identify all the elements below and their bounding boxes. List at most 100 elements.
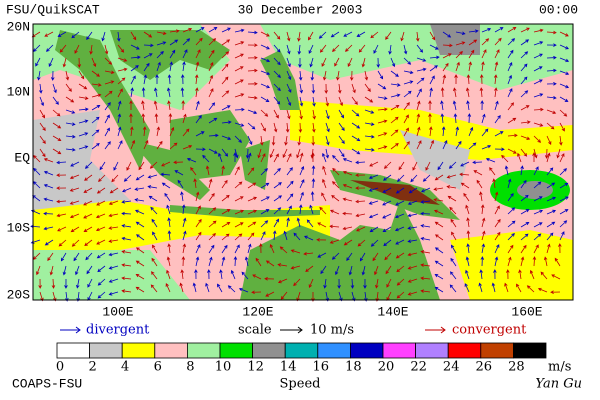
wind-vector (181, 204, 186, 215)
wind-vector (465, 256, 470, 267)
wind-vector (364, 83, 371, 92)
wind-vector (546, 109, 557, 114)
wind-vector (83, 187, 93, 193)
wind-vector (452, 100, 457, 111)
wind-vector (364, 291, 368, 302)
wind-vector (407, 291, 418, 296)
wind-vector (442, 140, 448, 150)
wind-vector (130, 65, 139, 72)
colorbar-swatch (154, 342, 188, 359)
wind-vector (208, 117, 218, 124)
wind-vector (466, 74, 471, 85)
colorbar-swatch (56, 342, 90, 359)
wind-vector (156, 126, 161, 137)
wind-vector (355, 173, 366, 177)
wind-vector (520, 244, 527, 254)
wind-vector (247, 30, 258, 35)
wind-vector (468, 29, 479, 33)
wind-vector (309, 204, 314, 215)
wind-vector (104, 80, 115, 85)
wind-vector (269, 243, 275, 254)
wind-vector (52, 148, 62, 155)
wind-vector (481, 144, 492, 150)
land (260, 50, 300, 110)
wind-vector (332, 44, 340, 52)
wind-vector (101, 31, 106, 42)
wind-vector (264, 276, 275, 281)
wind-vector (421, 187, 431, 193)
wind-vector (56, 213, 67, 218)
wind-vector (442, 31, 452, 38)
wind-vector (377, 83, 387, 90)
wind-vector (559, 70, 570, 75)
wind-vector (434, 286, 444, 293)
wind-vector (347, 57, 353, 67)
wind-vector (135, 174, 145, 181)
colorbar-swatch (317, 342, 351, 359)
wind-vector (95, 226, 106, 232)
footer-left: COAPS-FSU (12, 376, 82, 391)
speed-patch (517, 181, 553, 199)
wind-vector (39, 148, 46, 158)
wind-vector (195, 256, 200, 267)
wind-vector (520, 221, 530, 228)
colorbar-swatch (252, 342, 286, 359)
wind-vector (33, 167, 41, 176)
wind-vector (481, 49, 487, 59)
wind-vector (312, 122, 316, 133)
wind-vector (369, 161, 379, 167)
wind-vector (466, 243, 470, 254)
wind-vector (286, 96, 292, 107)
wind-vector (234, 135, 242, 143)
wind-vector (244, 256, 249, 267)
wind-vector (69, 200, 80, 205)
colorbar-swatch (349, 342, 384, 359)
wind-vector (507, 192, 514, 202)
wind-vector (481, 113, 486, 124)
wind-vector (377, 96, 388, 100)
wind-vector (260, 122, 266, 132)
wind-vector (330, 31, 340, 38)
wind-vector (247, 55, 258, 60)
wind-vector (348, 265, 353, 276)
wind-vector (166, 204, 171, 215)
wind-vector (156, 140, 163, 150)
wind-vector (493, 269, 497, 280)
wind-vector (318, 31, 327, 39)
wind-vector (296, 148, 301, 159)
wind-vector (395, 252, 405, 259)
title: FSU/QuikSCAT (6, 2, 100, 17)
wind-vector (111, 174, 119, 183)
colorbar-tick: 28 (508, 360, 525, 375)
wind-vector (260, 83, 271, 89)
wind-vector (195, 205, 201, 215)
wind-vector (247, 221, 257, 228)
wind-vector (533, 166, 539, 176)
wind-vector (208, 148, 218, 154)
wind-vector (416, 44, 424, 53)
wind-vector (208, 244, 215, 254)
scale-label: scale (238, 323, 272, 338)
wind-vector (65, 134, 76, 139)
wind-vector (255, 257, 262, 267)
wind-vector (95, 213, 106, 219)
wind-vector (533, 79, 543, 85)
wind-vector (208, 102, 216, 111)
wind-vector (221, 209, 231, 215)
wind-vector (429, 75, 435, 85)
wind-vector (56, 199, 67, 204)
wind-vector (273, 83, 281, 92)
wind-vector (298, 204, 303, 215)
wind-vector (394, 226, 405, 232)
wind-vector (546, 221, 556, 228)
wind-vector (207, 269, 211, 280)
wind-vector (407, 200, 418, 205)
wind-vector (311, 165, 316, 176)
wind-vector (152, 244, 158, 254)
wind-vector (520, 105, 530, 111)
wind-vector (286, 44, 291, 55)
wind-vector (394, 213, 405, 219)
land (130, 140, 210, 200)
wind-vector (234, 181, 243, 189)
wind-vector (234, 53, 244, 59)
